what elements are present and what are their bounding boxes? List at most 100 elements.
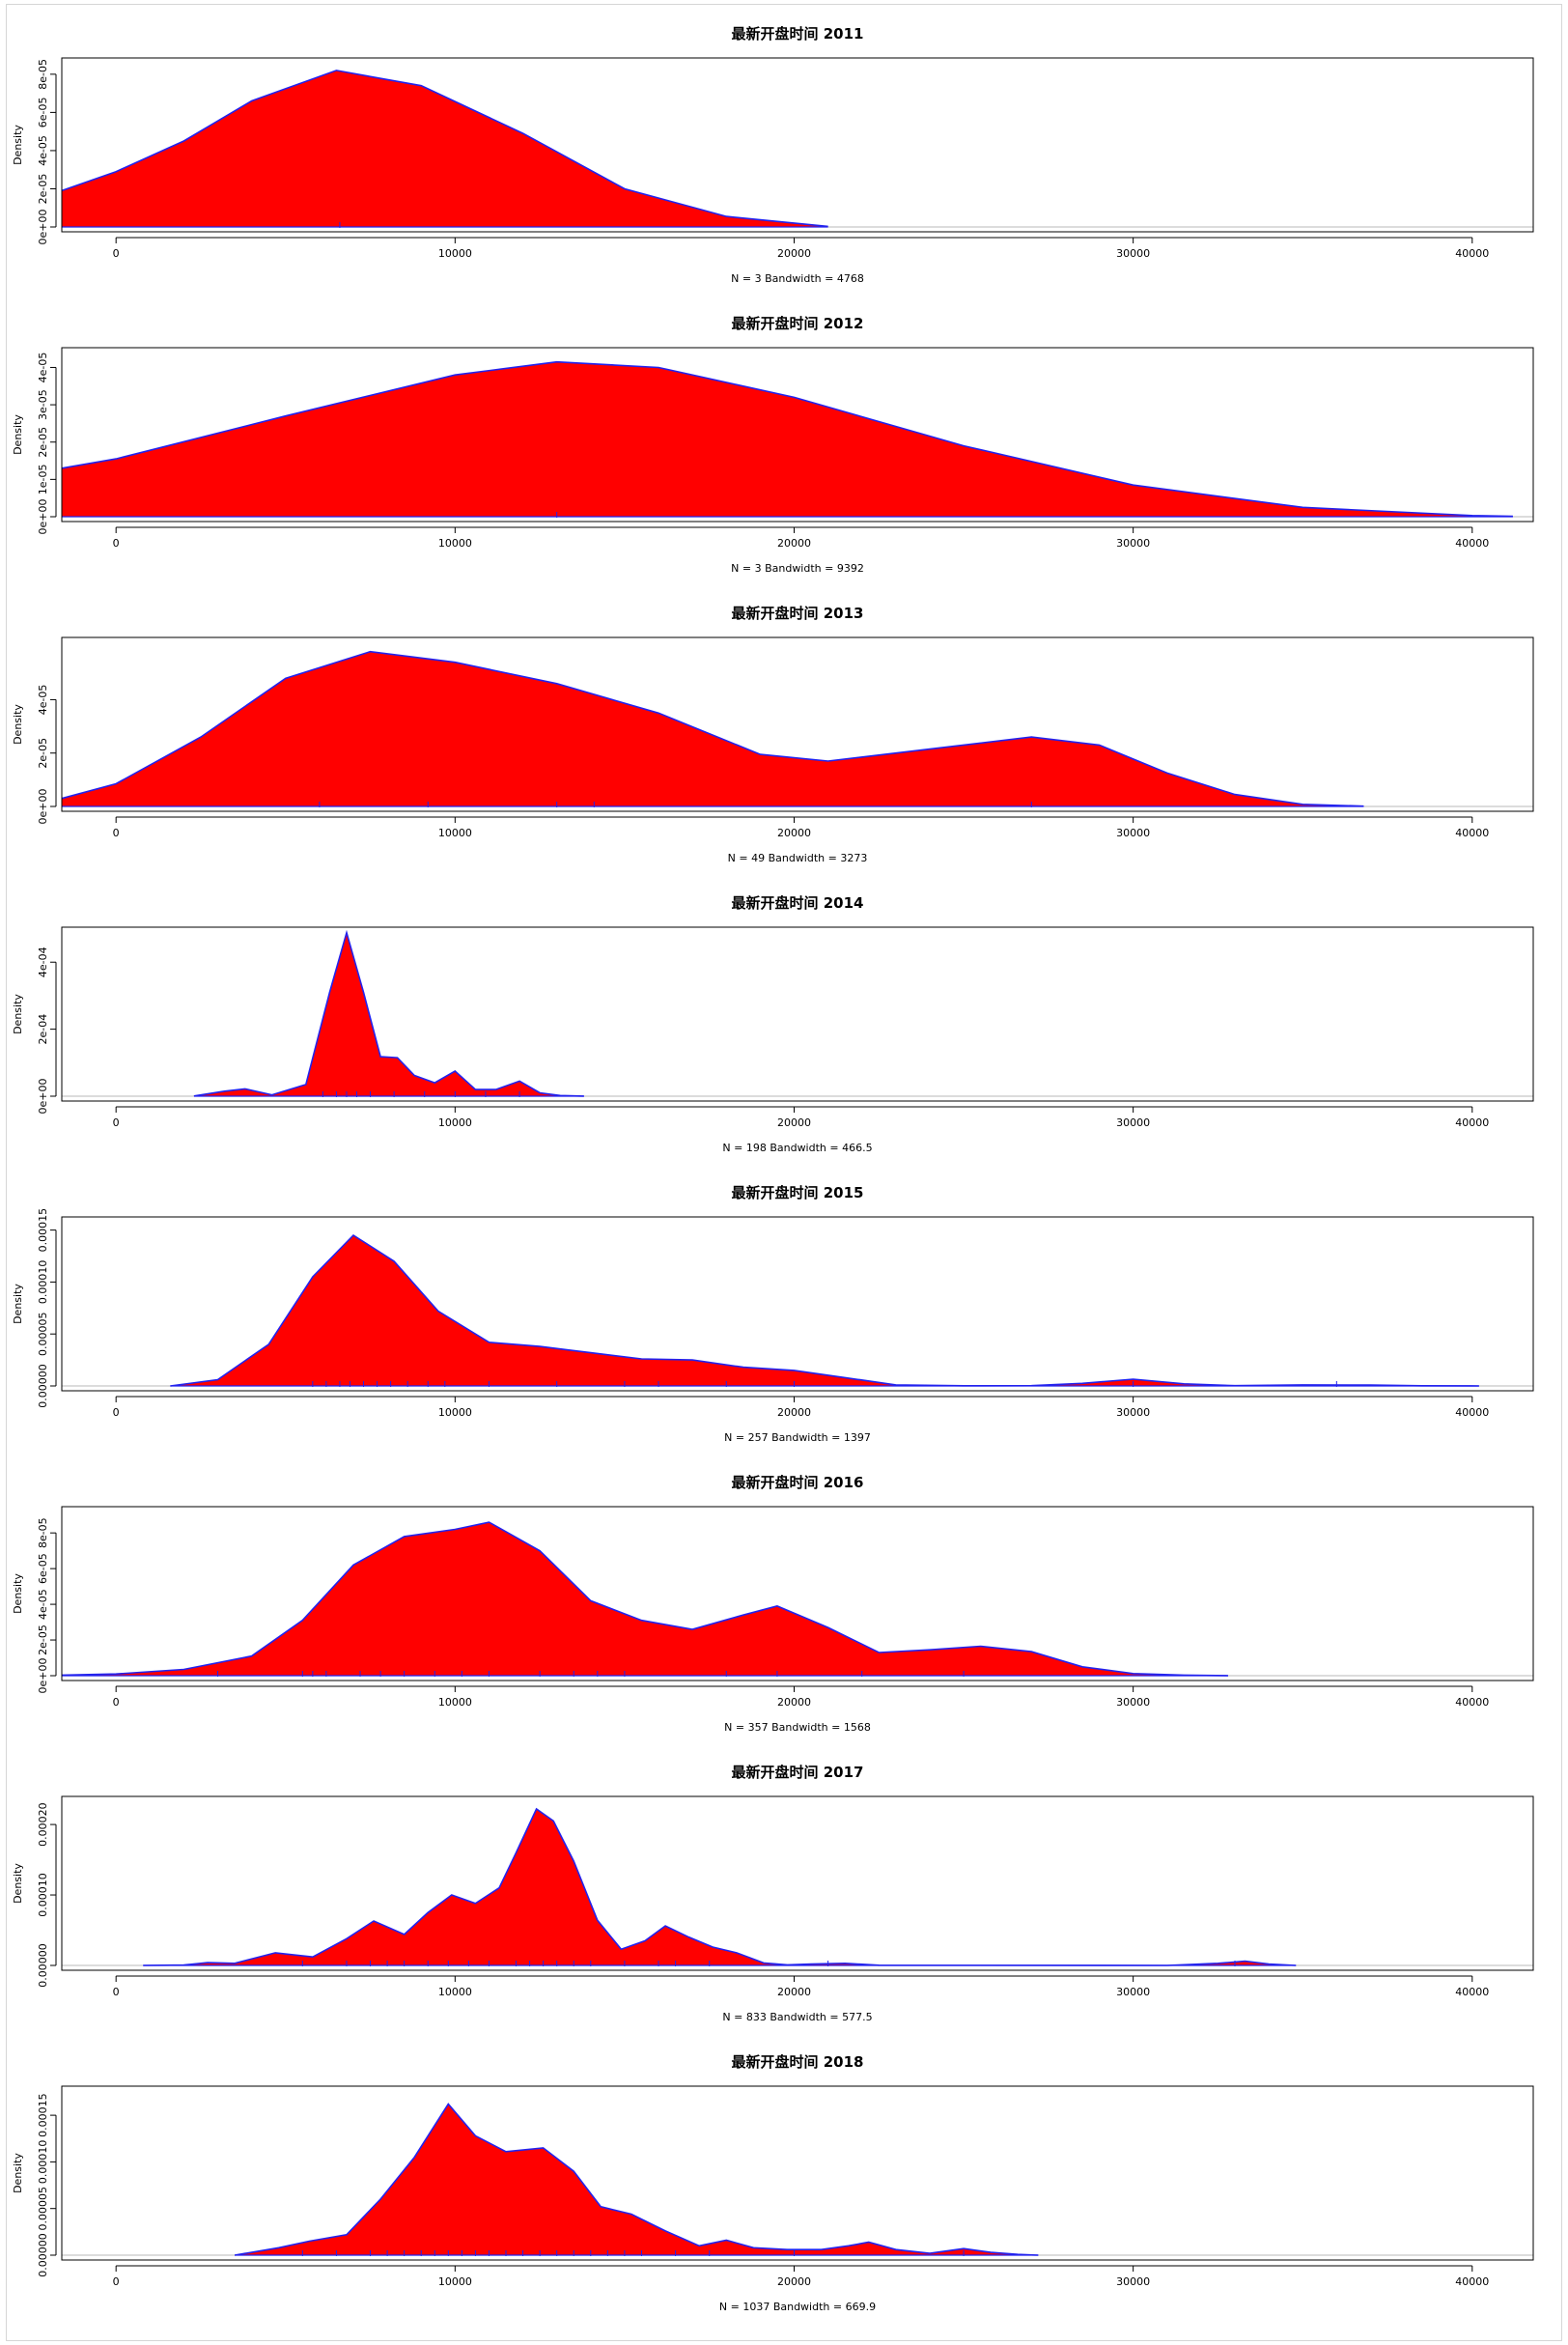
panel-3-x-tick-label-2: 10000 — [438, 827, 472, 839]
panel-5-y-tick-label-1: 0.00000 — [37, 1364, 49, 1408]
panel-1-plot-box — [61, 57, 1534, 233]
plot-frame — [6, 4, 1562, 2341]
panel-5-y-tick-label-2: 0.00005 — [37, 1312, 49, 1356]
panel-8-title: 最新开盘时间 2018 — [732, 2053, 864, 2071]
panel-8-y-axis-title: Density — [12, 2153, 24, 2193]
panel-7-x-axis-title: N = 833 Bandwidth = 577.5 — [722, 2011, 872, 2023]
panel-1-title: 最新开盘时间 2011 — [732, 25, 864, 42]
panel-8-x-tick-label-4: 30000 — [1116, 2275, 1150, 2288]
panel-1-x-tick-label-2: 10000 — [438, 247, 472, 260]
panel-2: 最新开盘时间 2012 0 10000 20000 30000 40000 0e+00 1e-… — [12, 315, 1534, 575]
panel-2-y-tick-label-2: 1e-05 — [37, 464, 49, 494]
panel-6-x-tick-label-1: 0 — [113, 1696, 120, 1709]
panel-6-plot-box — [61, 1506, 1534, 1681]
panel-3-y-tick-label-3: 4e-05 — [37, 685, 49, 716]
panel-5-density-line — [170, 1233, 1479, 1387]
panel-5-y-tick-label-4: 0.00015 — [37, 1208, 49, 1253]
panel-4-y-axis-title: Density — [12, 994, 24, 1034]
panel-7-density-area — [143, 1809, 1297, 1965]
panel-2-x-tick-label-2: 10000 — [438, 537, 472, 550]
panel-5-x-axis-title: N = 257 Bandwidth = 1397 — [724, 1431, 871, 1444]
panel-3-x-tick-label-1: 0 — [113, 827, 120, 839]
panel-4-density-line — [193, 929, 584, 1097]
panel-2-x-tick-label-5: 40000 — [1455, 537, 1489, 550]
panel-1-y-axis-title: Density — [12, 125, 24, 165]
panel-7-x-tick-label-1: 0 — [113, 1986, 120, 1998]
panel-6-y-axis-title: Density — [12, 1573, 24, 1614]
panel-7-title: 最新开盘时间 2017 — [732, 1764, 864, 1781]
panel-7-y-tick-label-1: 0.00000 — [37, 1943, 49, 1988]
panel-3-density-area — [62, 651, 1364, 806]
panel-2-density-line — [61, 360, 1513, 518]
panel-2-y-tick-label-5: 4e-05 — [37, 353, 49, 383]
panel-7-x-tick-label-2: 10000 — [438, 1986, 472, 1998]
panel-8-y-tick-label-2: 0.00005 — [37, 2187, 49, 2231]
panel-6-title: 最新开盘时间 2016 — [732, 1474, 864, 1491]
panel-4-x-axis-title: N = 198 Bandwidth = 466.5 — [722, 1142, 872, 1154]
panel-6-y-tick-label-3: 4e-05 — [37, 1589, 49, 1620]
panel-2-y-tick-label-3: 2e-05 — [37, 427, 49, 458]
panel-1-y-tick-label-3: 4e-05 — [37, 135, 49, 166]
panel-6-y-tick-label-4: 6e-05 — [37, 1553, 49, 1584]
panel-5-x-tick-label-2: 10000 — [438, 1406, 472, 1419]
panel-2-density-area — [62, 361, 1513, 517]
panel-6-x-tick-label-4: 30000 — [1116, 1696, 1150, 1709]
panel-2-title: 最新开盘时间 2012 — [732, 315, 864, 332]
panel-5: 最新开盘时间 2015 0 10000 20000 30000 40000 0.00000 0… — [12, 1184, 1534, 1444]
panel-8-plot-box — [61, 2085, 1534, 2261]
panel-4-x-tick-label-5: 40000 — [1455, 1116, 1489, 1129]
panel-2-x-tick-label-3: 20000 — [777, 537, 811, 550]
panel-7-x-tick-label-4: 30000 — [1116, 1986, 1150, 1998]
panel-5-x-tick-label-1: 0 — [113, 1406, 120, 1419]
panel-6-y-tick-label-5: 8e-05 — [37, 1517, 49, 1548]
panel-1-x-axis-title: N = 3 Bandwidth = 4768 — [731, 272, 864, 285]
panel-4-y-tick-label-2: 2e-04 — [37, 1014, 49, 1045]
panel-3-y-tick-label-2: 2e-05 — [37, 738, 49, 769]
panel-5-x-tick-label-4: 30000 — [1116, 1406, 1150, 1419]
panel-8-y-tick-label-3: 0.00010 — [37, 2140, 49, 2185]
panel-8-x-tick-label-2: 10000 — [438, 2275, 472, 2288]
panel-8: 最新开盘时间 2018 0 10000 20000 30000 40000 0.00000 0… — [12, 2053, 1534, 2313]
panel-3-y-axis-title: Density — [12, 704, 24, 745]
panel-3-y-tick-label-1: 0e+00 — [37, 789, 49, 825]
panel-8-y-tick-label-1: 0.00000 — [37, 2233, 49, 2277]
panel-4-x-tick-label-4: 30000 — [1116, 1116, 1150, 1129]
panel-2-x-tick-label-1: 0 — [113, 537, 120, 550]
panel-6-x-tick-label-3: 20000 — [777, 1696, 811, 1709]
panel-7-y-tick-label-2: 0.00010 — [37, 1873, 49, 1917]
panel-6-density-line — [61, 1521, 1229, 1677]
panel-1-y-tick-label-2: 2e-05 — [37, 174, 49, 205]
panel-3-plot-box — [61, 636, 1534, 812]
panel-1-density-area — [62, 70, 828, 228]
panel-5-x-tick-label-5: 40000 — [1455, 1406, 1489, 1419]
panel-2-x-axis-title: N = 3 Bandwidth = 9392 — [731, 562, 864, 575]
panel-7-y-tick-label-3: 0.00020 — [37, 1802, 49, 1847]
panel-1-x-tick-label-1: 0 — [113, 247, 120, 260]
panel-4-density-area — [193, 932, 584, 1096]
panel-4-y-tick-label-3: 4e-04 — [37, 946, 49, 977]
panel-7-plot-box — [61, 1795, 1534, 1971]
panel-8-x-tick-label-3: 20000 — [777, 2275, 811, 2288]
panel-1-y-tick-label-4: 6e-05 — [37, 98, 49, 128]
panel-1-y-tick-label-1: 0e+00 — [37, 210, 49, 245]
panel-8-x-axis-title: N = 1037 Bandwidth = 669.9 — [719, 2301, 876, 2313]
panel-5-y-axis-title: Density — [12, 1284, 24, 1324]
panel-8-density-line — [234, 2103, 1039, 2256]
panel-5-title: 最新开盘时间 2015 — [732, 1184, 864, 1201]
panel-6-density-area — [62, 1522, 1228, 1676]
panel-3-x-axis-title: N = 49 Bandwidth = 3273 — [728, 852, 868, 864]
panel-1-x-tick-label-5: 40000 — [1455, 247, 1489, 260]
panel-5-y-tick-label-3: 0.00010 — [37, 1260, 49, 1305]
panel-8-y-tick-label-4: 0.00015 — [37, 2093, 49, 2137]
panel-6: 最新开盘时间 2016 0 10000 20000 30000 40000 0e+00 2e-… — [12, 1474, 1534, 1734]
panel-2-y-axis-title: Density — [12, 414, 24, 455]
panel-4: 最新开盘时间 2014 0 10000 20000 30000 40000 0e+00 2e-… — [12, 894, 1534, 1154]
panel-6-y-tick-label-1: 0e+00 — [37, 1658, 49, 1694]
panel-4-x-tick-label-3: 20000 — [777, 1116, 811, 1129]
panel-1-x-tick-label-3: 20000 — [777, 247, 811, 260]
panel-1: 最新开盘时间 2011 0 10000 20000 30000 40000 0e+00 2e-… — [12, 25, 1534, 285]
panel-8-density-area — [235, 2104, 1039, 2255]
panel-1-x-tick-label-4: 30000 — [1116, 247, 1150, 260]
panel-8-x-tick-label-1: 0 — [113, 2275, 120, 2288]
